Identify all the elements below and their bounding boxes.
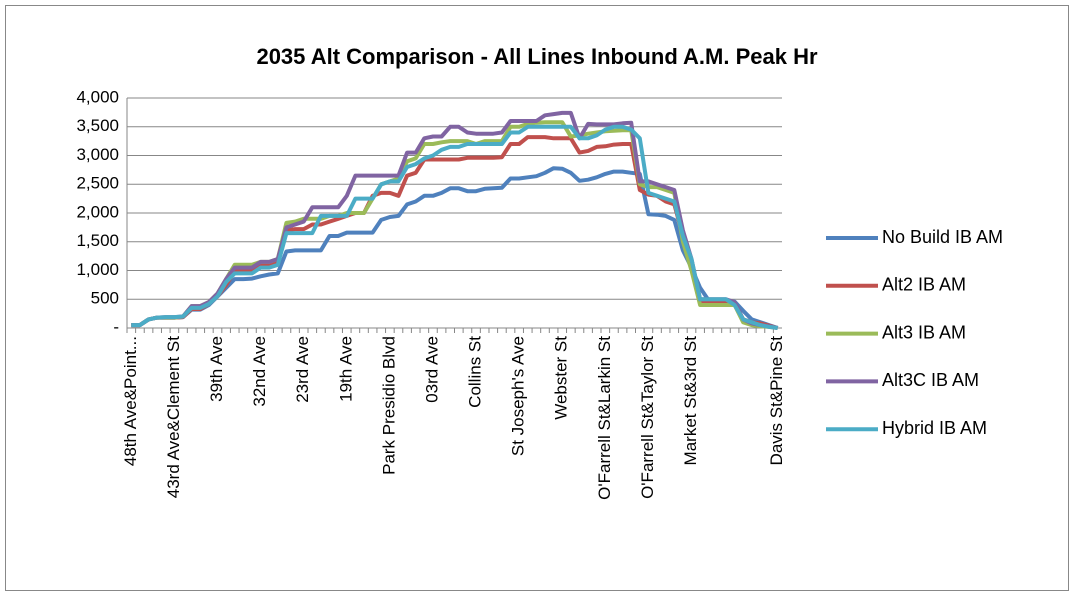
legend-label: Alt2 IB AM [882, 275, 966, 295]
x-tick-label: Park Presidio Blvd [379, 336, 398, 475]
x-tick-label: 03rd Ave [422, 336, 441, 403]
x-tick-label: Market St&3rd St [681, 336, 700, 466]
series-line [131, 110, 779, 330]
chart-border [5, 5, 1069, 591]
series-line [131, 166, 779, 330]
y-tick-label: 3,000 [76, 145, 119, 164]
series-line [131, 135, 779, 330]
y-tick-label: 2,000 [76, 202, 119, 221]
y-tick-label: 1,500 [76, 231, 119, 250]
x-tick-label: 23rd Ave [293, 336, 312, 403]
y-tick-label: 3,500 [76, 116, 119, 135]
x-tick-label: Davis St&Pine St [767, 336, 786, 466]
x-tick-label: Collins St [466, 336, 485, 408]
x-tick-label: Webster St [552, 336, 571, 420]
y-tick-label: 4,000 [76, 87, 119, 106]
x-tick-label: 39th Ave [207, 336, 226, 402]
x-tick-label: 32nd Ave [250, 336, 269, 407]
x-tick-label: O'Farrell St&Taylor St [638, 336, 657, 499]
series-line [131, 120, 778, 330]
x-tick-label: 43rd Ave&Clement St [164, 336, 183, 498]
chart-title: 2035 Alt Comparison - All Lines Inbound … [256, 44, 818, 69]
y-tick-label: - [113, 317, 119, 336]
legend-label: Alt3 IB AM [882, 322, 966, 342]
y-tick-label: 2,500 [76, 174, 119, 193]
series-line [131, 124, 778, 330]
x-tick-label: 48th Ave&Point... [121, 336, 140, 466]
legend-label: Alt3C IB AM [882, 370, 979, 390]
y-tick-label: 1,000 [76, 260, 119, 279]
x-tick-label: St Joseph's Ave [509, 336, 528, 456]
legend-label: No Build IB AM [882, 227, 1003, 247]
legend-label: Hybrid IB AM [882, 418, 987, 438]
x-tick-label: 19th Ave [336, 336, 355, 402]
y-tick-label: 500 [91, 289, 119, 308]
x-tick-label: O'Farrell St&Larkin St [595, 336, 614, 500]
